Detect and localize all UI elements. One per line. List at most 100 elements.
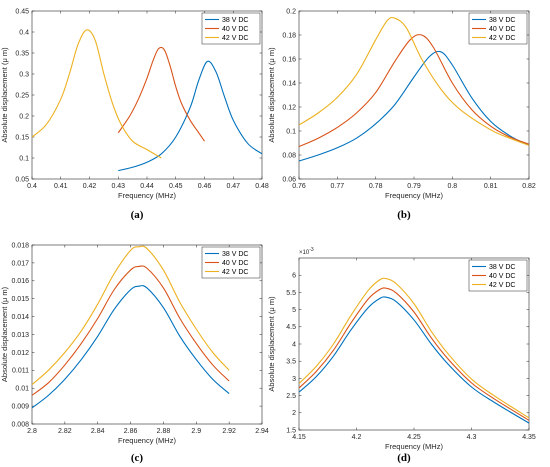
y-tick-label: 3: [292, 376, 296, 383]
y-tick-label: 0.35: [15, 50, 29, 57]
y-tick-label: 0.18: [282, 32, 296, 39]
x-tick-label: 0.4: [27, 183, 37, 190]
x-tick-label: 2.92: [222, 428, 236, 435]
series-line-42-v-dc: [32, 29, 162, 159]
y-tick-label: 0.011: [12, 368, 29, 375]
x-tick-label: 0.81: [484, 183, 498, 190]
y-tick-label: 3.5: [286, 359, 296, 366]
series-line-42-v-dc: [299, 16, 529, 146]
chart-panel-c: (c) 2.8 2.82 2.84 2.86 2.88 2.9 2.92 2.94 0.008 0…: [0, 242, 269, 464]
x-tick-label: 0.45: [169, 183, 183, 190]
y-tick-label: 0.12: [282, 104, 296, 111]
x-tick-label: 4.2: [352, 434, 362, 441]
y-tick-label: 0.012: [11, 350, 29, 357]
x-tick-label: 0.42: [83, 183, 97, 190]
legend-entry: 40 V DC: [222, 260, 248, 267]
x-tick-label: 0.48: [255, 183, 269, 190]
y-tick-label: 0.3: [19, 71, 29, 78]
y-tick-label: 0.01: [15, 386, 29, 393]
x-tick-label: 4.15: [292, 434, 306, 441]
series-line-42-v-dc: [299, 277, 529, 419]
legend-box: [468, 12, 528, 45]
y-axis-label: Absolute displacement (μ m): [267, 296, 276, 392]
y-tick-label: 0.014: [11, 314, 29, 321]
x-tick-label: 2.88: [157, 428, 171, 435]
y-tick-label: 0.06: [282, 176, 296, 183]
caption-b: (b): [397, 209, 411, 221]
y-tick-label: 0.2: [19, 113, 29, 120]
legend-entry: 42 V DC: [489, 35, 515, 42]
y-tick-label: 0.015: [11, 296, 29, 303]
x-tick-label: 2.9: [191, 428, 201, 435]
series-line-40-v-dc: [299, 34, 529, 148]
x-tick-label: 0.44: [140, 183, 154, 190]
x-axis-label: Frequency (MHz): [385, 191, 443, 200]
y-tick-label: 0.14: [282, 80, 296, 87]
y-tick-label: 0.018: [11, 242, 29, 249]
y-axis-exponent-power: -3: [309, 247, 314, 253]
y-axis-exponent: ×10-3: [299, 247, 314, 256]
y-tick-label: 0.4: [19, 29, 29, 36]
legend-entry: 42 V DC: [222, 35, 248, 42]
x-axis-label: Frequency (MHz): [118, 191, 176, 200]
chart-panel-b: (b) 0.76 0.77 0.78 0.79 0.8 0.81 0.82 0.06 0.08 0…: [267, 8, 536, 221]
y-tick-label: 0.08: [282, 152, 296, 159]
y-tick-label: 0.017: [11, 260, 29, 267]
legend-entry: 40 V DC: [489, 26, 515, 33]
y-tick-label: 1.5: [286, 427, 296, 434]
x-tick-label: 2.94: [255, 428, 269, 435]
x-tick-label: 4.25: [407, 434, 421, 441]
series-line-42-v-dc: [32, 245, 230, 386]
y-tick-label: 0.013: [11, 332, 29, 339]
x-tick-label: 0.8: [447, 183, 457, 190]
y-tick-label: 5: [292, 307, 296, 314]
series-line-40-v-dc: [117, 46, 205, 142]
series-line-40-v-dc: [299, 287, 529, 421]
x-tick-label: 2.84: [91, 428, 105, 435]
x-tick-label: 2.86: [124, 428, 138, 435]
x-axis-label: Frequency (MHz): [385, 442, 443, 451]
y-tick-label: 0.15: [15, 134, 29, 141]
x-tick-label: 0.47: [226, 183, 240, 190]
x-tick-label: 4.3: [467, 434, 477, 441]
y-tick-label: 0.009: [11, 404, 29, 411]
x-tick-label: 0.77: [331, 183, 345, 190]
y-tick-label: 4.5: [286, 324, 296, 331]
legend-entry: 42 V DC: [489, 282, 515, 289]
x-tick-label: 0.82: [522, 183, 536, 190]
y-tick-label: 4: [292, 341, 296, 348]
y-tick-label: 0.008: [11, 421, 29, 428]
legend-entry: 38 V DC: [222, 17, 248, 24]
y-tick-label: 0.1: [286, 128, 296, 135]
legend-entry: 40 V DC: [489, 273, 515, 280]
series-line-38-v-dc: [299, 296, 529, 424]
x-tick-label: 0.76: [292, 183, 306, 190]
y-tick-label: 2.5: [286, 393, 296, 400]
x-tick-label: 4.35: [522, 434, 536, 441]
y-axis-label: Absolute displacement (μ m): [0, 47, 9, 143]
y-tick-label: 2: [292, 410, 296, 417]
series-line-38-v-dc: [32, 285, 230, 409]
x-tick-label: 0.43: [111, 183, 125, 190]
y-tick-label: 0.45: [15, 8, 29, 15]
legend-entry: 38 V DC: [489, 264, 515, 271]
y-axis-label: Absolute displacement (μ m): [267, 47, 276, 143]
y-tick-label: 0.1: [19, 155, 29, 162]
x-axis-label: Frequency (MHz): [118, 436, 176, 445]
legend-entry: 40 V DC: [222, 26, 248, 33]
y-tick-label: 0.25: [15, 92, 29, 99]
x-tick-label: 0.41: [54, 183, 68, 190]
series-line-40-v-dc: [32, 265, 230, 396]
x-tick-label: 2.8: [27, 428, 37, 435]
y-tick-label: 0.05: [15, 176, 29, 183]
chart-panel-a: (a) 0.4 0.41 0.42 0.43 0.44 0.45 0.46 0.47 0.48 0…: [0, 8, 269, 221]
x-tick-label: 0.78: [369, 183, 383, 190]
series-line-38-v-dc: [299, 50, 529, 162]
legend-entry: 38 V DC: [489, 17, 515, 24]
x-tick-label: 2.82: [58, 428, 72, 435]
x-tick-label: 0.46: [198, 183, 212, 190]
legend-entry: 42 V DC: [222, 269, 248, 276]
caption-d: (d): [397, 452, 411, 464]
caption-c: (c): [131, 452, 144, 464]
